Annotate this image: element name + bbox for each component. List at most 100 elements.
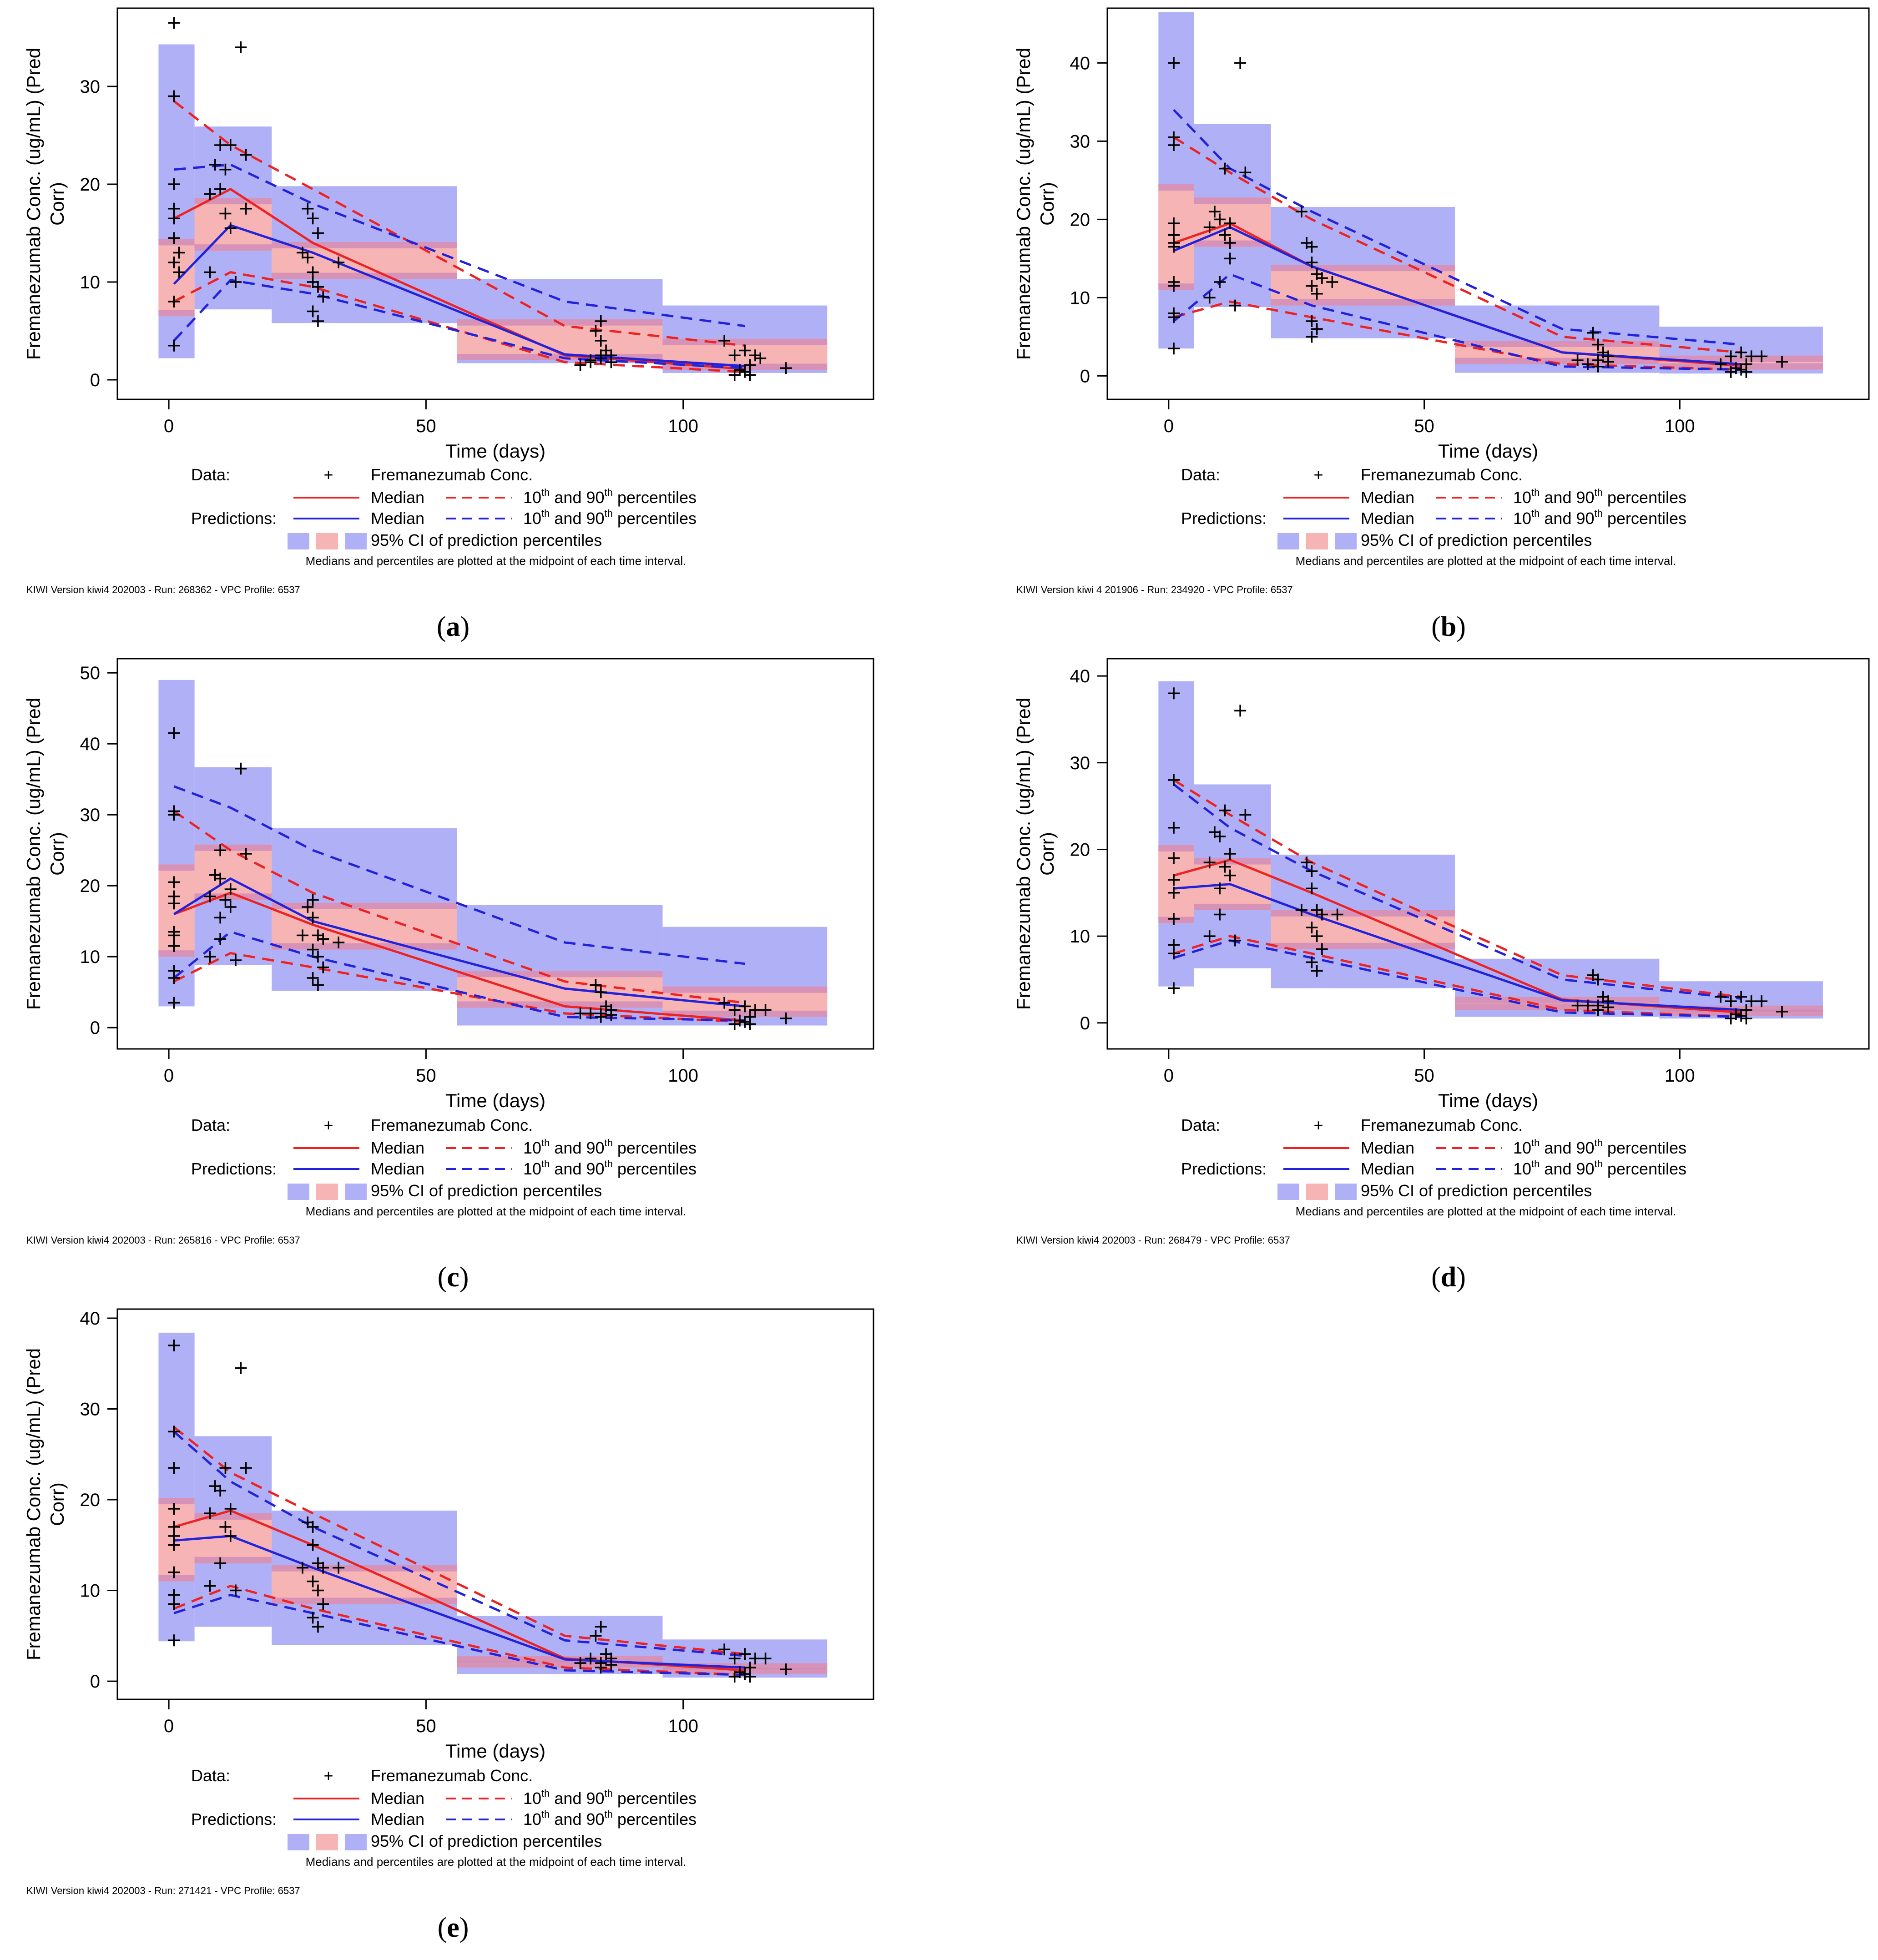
legend-percentile-part: and 90: [550, 1810, 604, 1829]
data-point: [574, 359, 586, 371]
ci-median-band-bottom: [272, 1597, 457, 1604]
observed-p10-line: [1173, 935, 1742, 1018]
data-point: [219, 207, 232, 220]
data-point: [754, 352, 767, 364]
data-point: [168, 972, 180, 984]
x-tick-label: 50: [1414, 416, 1434, 436]
legend-predictions-label: Predictions:: [1181, 1159, 1267, 1178]
data-point: [204, 890, 216, 902]
legend-percentile-part: percentiles: [613, 1810, 697, 1829]
ci-median-band-top: [1454, 341, 1660, 347]
ci-median-band: [1271, 910, 1455, 949]
data-point: [168, 257, 180, 268]
data-point: [1224, 252, 1236, 265]
data-point: [1735, 991, 1747, 1003]
predicted-median-line: [173, 224, 745, 368]
data-point: [168, 1339, 180, 1351]
observed-p90-line: [173, 1426, 745, 1655]
data-point: [1311, 287, 1323, 300]
x-axis-label: Time (days): [445, 1090, 545, 1111]
chart-panel-e: 0 50 100 0 10 20 30 40 Time (days) Fremanezumab C…: [23, 1308, 874, 1943]
predicted-p90-line: [173, 1431, 745, 1657]
data-point: [204, 1507, 216, 1519]
data-point: [312, 951, 324, 963]
data-point: [307, 943, 319, 956]
legend-percentile-part: th: [541, 1137, 550, 1149]
legend-percentile-part: 10: [523, 1789, 541, 1808]
ci-median-band-top: [457, 971, 663, 977]
panel-caption-paren: ): [459, 1262, 469, 1293]
data-point: [1168, 913, 1180, 925]
legend-ci-label: 95% CI of prediction percentiles: [371, 1181, 602, 1200]
data-point: [1239, 166, 1252, 179]
y-tick-label: 0: [90, 1672, 100, 1692]
legend-data-label: Data:: [1181, 1116, 1220, 1134]
data-point: [204, 266, 216, 278]
y-tick-label: 20: [1070, 210, 1090, 230]
y-tick-label: 30: [1070, 131, 1090, 151]
legend: Data: + Fremanezumab Conc.Median 10th and 9…: [191, 465, 697, 568]
data-point: [230, 276, 242, 288]
data-point: [1168, 343, 1180, 355]
data-point: [224, 1502, 237, 1515]
legend-percentile-part: percentiles: [613, 1789, 697, 1808]
panel-caption-paren: ): [460, 611, 470, 642]
x-tick-label: 50: [1414, 1066, 1434, 1086]
data-point: [168, 929, 180, 942]
legend-ci-swatch-blue: [288, 1834, 309, 1850]
legend-predicted-median-label: Median: [1361, 1159, 1414, 1178]
ci-outer-band: [158, 1332, 195, 1642]
data-point: [739, 344, 751, 357]
legend-percentile-part: and 90: [550, 509, 604, 528]
data-point: [590, 1630, 602, 1642]
data-point: [214, 872, 227, 885]
y-axis-label: Fremanezumab Conc. (ug/mL) (Pred: [23, 48, 44, 360]
legend-percentile-part: percentiles: [613, 509, 697, 528]
data-point: [214, 1557, 227, 1569]
data-point: [224, 222, 237, 234]
data-point: [312, 281, 324, 293]
data-point: [168, 997, 180, 1009]
panel-caption-letter: e: [447, 1912, 459, 1943]
data-point: [230, 1584, 242, 1597]
y-tick-label: 10: [1070, 288, 1090, 308]
legend-data-label: Data:: [191, 1766, 230, 1785]
data-point: [1592, 338, 1604, 351]
ci-median-band: [158, 864, 195, 957]
data-point: [1756, 350, 1768, 363]
x-axis-label: Time (days): [1438, 440, 1538, 462]
data-point: [590, 979, 602, 991]
data-point: [739, 366, 751, 378]
data-point: [744, 1671, 756, 1683]
data-point: [1602, 356, 1615, 368]
data-point: [240, 202, 252, 215]
data-point: [1776, 1006, 1788, 1018]
legend-data-series: Fremanezumab Conc.: [371, 1766, 533, 1785]
ci-outer-band: [158, 680, 195, 1007]
data-point: [1203, 930, 1216, 942]
legend-percentile-part: 10: [1513, 488, 1531, 507]
data-point: [718, 997, 731, 1009]
data-point: [302, 202, 314, 215]
data-point: [759, 1653, 772, 1665]
data-point: [1571, 354, 1584, 366]
legend: Data: + Fremanezumab Conc.Median 10th and 9…: [191, 1116, 697, 1218]
ci-median-band-bottom: [194, 1557, 272, 1563]
legend-percentile-part: and 90: [550, 488, 604, 507]
data-point: [600, 344, 612, 357]
data-point: [590, 325, 602, 337]
data-point: [168, 940, 180, 952]
x-axis-label: Time (days): [1438, 1090, 1538, 1111]
data-point: [230, 954, 242, 966]
data-point: [574, 1008, 586, 1019]
data-point: [1229, 299, 1241, 312]
data-point: [1168, 311, 1180, 323]
data-point: [1214, 908, 1226, 921]
y-tick-label: 10: [1070, 927, 1090, 947]
data-point: [728, 369, 741, 381]
data-point: [1219, 162, 1231, 175]
legend-data-series: Fremanezumab Conc.: [371, 465, 533, 484]
data-point: [302, 901, 314, 913]
legend-percentile-text-predicted: 10th and 90th percentiles: [1513, 508, 1686, 528]
legend-data-label: Data:: [191, 465, 230, 484]
